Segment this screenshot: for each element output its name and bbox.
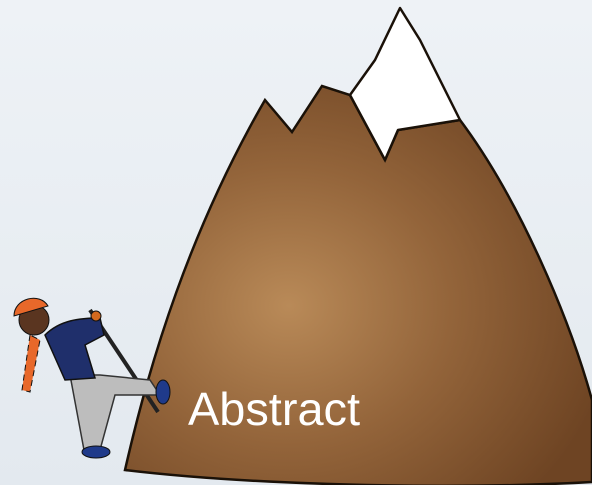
page: Abstract (() => { const data = JSON.pars… [0,0,592,485]
glove [91,311,101,321]
boot [156,380,170,404]
illustration: Abstract [0,0,592,485]
label: Abstract [188,383,360,435]
boot [82,446,110,458]
